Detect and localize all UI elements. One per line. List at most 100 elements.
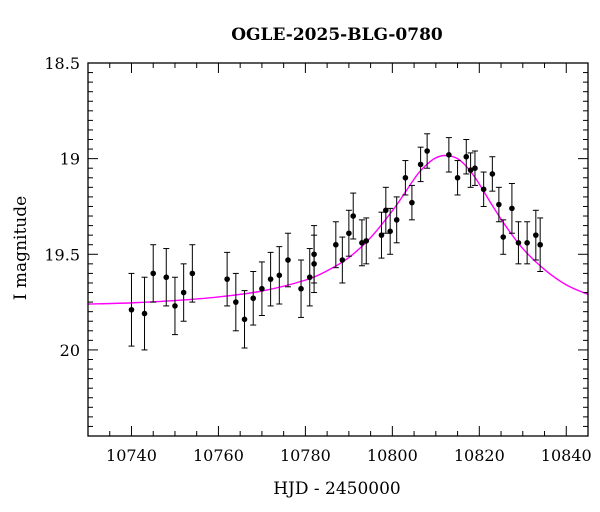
data-point <box>150 270 157 277</box>
data-point <box>306 274 313 281</box>
data-point-group <box>298 259 305 318</box>
data-point-group <box>241 290 248 349</box>
x-axis-label: HJD - 2450000 <box>273 479 401 499</box>
data-point-group <box>515 221 522 265</box>
data-point-group <box>480 171 487 207</box>
data-layer <box>128 133 544 351</box>
data-point-group <box>445 137 452 173</box>
data-point-group <box>463 139 470 175</box>
data-point <box>463 153 470 160</box>
x-tick-label: 10780 <box>280 446 331 465</box>
data-point <box>515 240 522 246</box>
data-point <box>387 228 393 235</box>
data-point-group <box>532 209 539 261</box>
data-point-group <box>537 217 544 272</box>
chart-title: OGLE-2025-BLG-0780 <box>231 25 443 45</box>
data-point-group <box>454 160 461 196</box>
data-point-group <box>141 276 148 351</box>
y-axis-label: I magnitude <box>11 196 31 300</box>
data-point-group <box>150 244 157 303</box>
data-point <box>524 240 530 246</box>
data-point <box>189 270 196 277</box>
data-point-group <box>350 192 357 240</box>
data-point <box>346 230 352 237</box>
data-point <box>489 171 496 177</box>
data-point-group <box>339 236 346 284</box>
data-point-group <box>500 219 507 255</box>
data-point <box>250 295 257 302</box>
data-point <box>141 310 148 317</box>
data-point <box>402 174 409 181</box>
data-point <box>128 306 135 313</box>
data-point <box>163 274 170 281</box>
data-point-group <box>128 272 135 347</box>
data-point-group <box>171 276 178 336</box>
data-point <box>350 213 357 219</box>
data-point <box>509 205 515 212</box>
data-point <box>378 232 385 238</box>
data-point <box>424 148 430 154</box>
data-point-group <box>306 248 313 307</box>
data-point-group <box>311 225 318 284</box>
data-point-group <box>402 160 409 196</box>
data-point-group <box>508 183 515 234</box>
data-point-group <box>393 196 400 244</box>
data-point <box>285 257 291 263</box>
y-tick-label: 18.5 <box>44 54 80 73</box>
data-point <box>446 152 452 158</box>
model-curve <box>87 154 589 305</box>
data-point <box>533 232 539 238</box>
data-point-group <box>424 133 431 169</box>
data-point-group <box>285 232 291 288</box>
data-point <box>537 241 543 248</box>
y-tick-label: 19 <box>60 150 80 169</box>
data-point-group <box>224 251 231 307</box>
model-layer <box>87 154 589 305</box>
data-point-group <box>232 272 239 332</box>
data-point-group <box>267 251 274 307</box>
data-point <box>339 257 346 263</box>
data-point-group <box>163 248 170 307</box>
data-point <box>359 240 365 246</box>
data-point-group <box>363 217 370 265</box>
plot-frame <box>87 62 589 437</box>
data-point-group <box>489 156 496 192</box>
data-point-group <box>189 244 196 303</box>
y-tick-label: 20 <box>60 341 80 360</box>
data-point-group <box>467 152 474 188</box>
data-point-group <box>332 221 339 269</box>
data-point-group <box>345 209 352 257</box>
data-point-group <box>358 219 365 267</box>
tick-label-layer: 10740 10760 10780 10800 10820 10840 18.5 19 19.5… <box>44 54 591 465</box>
data-point <box>298 285 304 292</box>
data-point <box>496 201 502 208</box>
data-point <box>241 316 248 323</box>
x-tick-label: 10800 <box>367 446 418 465</box>
data-point <box>472 165 478 172</box>
data-point <box>454 174 461 181</box>
x-tick-label: 10820 <box>454 446 505 465</box>
data-point-group <box>471 150 478 186</box>
data-point <box>480 186 487 193</box>
data-point-group <box>408 184 415 221</box>
data-point <box>417 161 424 168</box>
data-point <box>467 167 474 173</box>
data-point <box>363 238 370 244</box>
data-point-group <box>378 211 385 259</box>
data-point-group <box>180 263 187 322</box>
data-point <box>500 234 507 240</box>
y-tick-label: 19.5 <box>44 245 80 264</box>
data-point-group <box>387 207 394 255</box>
data-point <box>409 199 415 206</box>
data-point <box>393 217 400 223</box>
x-tick-label: 10760 <box>193 446 244 465</box>
data-point <box>267 276 274 282</box>
data-point <box>383 207 389 214</box>
data-point-group <box>524 221 531 265</box>
data-point <box>333 241 339 248</box>
data-point <box>172 303 178 309</box>
data-point <box>233 299 239 305</box>
data-point-group <box>276 246 283 305</box>
data-point-group <box>417 146 424 183</box>
